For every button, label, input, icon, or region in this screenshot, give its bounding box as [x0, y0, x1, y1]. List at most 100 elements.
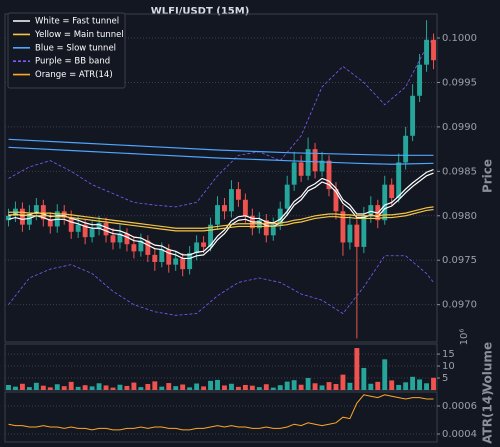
volume-bar: [263, 384, 269, 390]
candle-body: [173, 258, 179, 265]
y-tick-label: 15: [442, 349, 455, 360]
candle-body: [298, 162, 304, 176]
candle-body: [19, 208, 25, 225]
candle-body: [368, 205, 374, 216]
y-tick-label: 0.0980: [442, 211, 477, 222]
volume-bar: [235, 386, 241, 390]
axis-offset: 10⁶: [459, 329, 470, 346]
volume-bar: [6, 384, 11, 390]
candle-body: [242, 199, 248, 216]
legend-label: White = Fast tunnel: [35, 17, 119, 27]
candle-body: [333, 189, 339, 212]
volume-bar: [354, 348, 360, 390]
candle-body: [89, 229, 95, 238]
candle-body: [40, 205, 46, 220]
volume-bar: [26, 387, 32, 390]
legend: White = Fast tunnel Yellow = Main tunnel B…: [7, 12, 126, 89]
candle-body: [382, 184, 388, 221]
panel-frame: [4, 391, 438, 443]
volume-bar: [215, 379, 220, 390]
volume-bar: [208, 380, 213, 390]
candle-body: [124, 233, 130, 245]
volume-bar: [291, 380, 297, 390]
line: [8, 138, 434, 156]
volume-bar: [110, 387, 116, 390]
candle-body: [389, 184, 395, 198]
volume-bar: [431, 377, 436, 390]
volume-bar: [152, 381, 158, 390]
candle-body: [319, 160, 325, 172]
candle-body: [340, 211, 346, 243]
candle-body: [222, 205, 227, 212]
volume-bar: [333, 384, 339, 390]
volume-bar: [417, 379, 423, 390]
volume-bar: [284, 381, 290, 390]
volume-bar: [13, 386, 18, 390]
volume-bar: [396, 384, 402, 390]
volume-bar: [229, 383, 234, 390]
volume-bar: [61, 386, 67, 390]
candle-body: [410, 95, 416, 136]
candle-body: [187, 253, 193, 270]
volume-bar: [270, 387, 276, 390]
y-axis-label: Volume: [481, 342, 495, 392]
candle-body: [68, 217, 74, 232]
volume-bar: [138, 387, 144, 390]
volume-bar: [375, 381, 381, 390]
volume-bar: [89, 386, 95, 390]
candle-body: [145, 240, 151, 255]
volume-bar: [347, 382, 353, 390]
volume-bar: [180, 384, 186, 390]
volume-bar: [173, 386, 179, 390]
y-tick-label: 0.0985: [442, 166, 477, 177]
y-tick-label: 0.0006: [442, 401, 477, 412]
volume-bar: [298, 384, 304, 390]
y-tick-label: 5: [442, 373, 448, 384]
line: [8, 208, 434, 232]
y-tick-label: 10: [442, 361, 455, 372]
volume-bar: [187, 387, 193, 390]
volume-bar: [368, 383, 374, 390]
candle-body: [235, 189, 241, 200]
candle-body: [354, 224, 360, 247]
candle-body: [6, 215, 11, 221]
legend-label: Purple = BB band: [35, 57, 110, 67]
legend-label: Orange = ATR(14): [35, 70, 113, 80]
volume-bar: [68, 381, 74, 390]
volume-bar: [96, 383, 102, 390]
candle-body: [396, 162, 402, 198]
volume-bar: [403, 382, 409, 390]
candle-body: [194, 242, 200, 254]
volume-bar: [361, 367, 367, 390]
candle-body: [152, 254, 158, 262]
volume-bar: [242, 384, 248, 390]
candle-body: [26, 214, 32, 225]
volume-bar: [277, 385, 283, 390]
candle-body: [103, 222, 109, 236]
volume-bar: [249, 385, 255, 390]
volume-bar: [389, 380, 395, 390]
line: [8, 146, 434, 165]
candle-body: [131, 244, 137, 252]
volume-bar: [145, 384, 151, 390]
volume-bar: [19, 383, 25, 390]
volume-bar: [410, 376, 416, 390]
candle-body: [326, 160, 332, 190]
volume-bar: [54, 384, 60, 390]
y-axis-label: ATR(14): [481, 390, 495, 443]
candle-body: [347, 224, 353, 243]
candle-body: [159, 249, 165, 262]
candle-body: [284, 184, 290, 209]
line: [8, 206, 434, 229]
candle-body: [180, 258, 186, 270]
panel-frame: [4, 343, 438, 391]
line: [8, 255, 434, 316]
y-tick-label: 0.0995: [442, 77, 477, 88]
y-tick-label: 0.1000: [442, 33, 477, 44]
y-tick-label: 0.0004: [442, 429, 477, 440]
candle-body: [138, 240, 144, 252]
candle-body: [117, 233, 123, 243]
line: [8, 168, 434, 256]
volume-bar: [124, 385, 130, 390]
